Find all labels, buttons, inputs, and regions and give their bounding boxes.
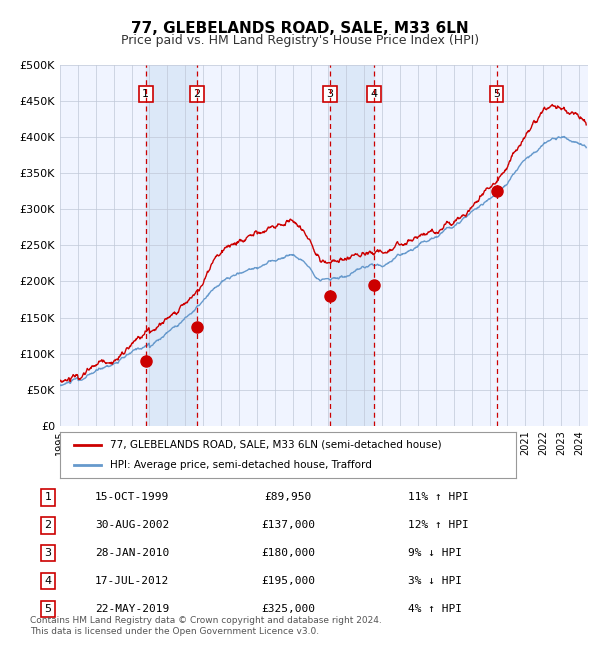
Bar — [330, 65, 374, 426]
Text: 2: 2 — [194, 89, 200, 99]
Text: 5: 5 — [44, 604, 52, 614]
Text: Contains HM Land Registry data © Crown copyright and database right 2024.
This d: Contains HM Land Registry data © Crown c… — [30, 616, 382, 636]
Text: 1: 1 — [142, 89, 149, 99]
Text: HPI: Average price, semi-detached house, Trafford: HPI: Average price, semi-detached house,… — [110, 460, 372, 470]
Text: 17-JUL-2012: 17-JUL-2012 — [95, 576, 169, 586]
Text: 4: 4 — [44, 576, 52, 586]
Text: £325,000: £325,000 — [261, 604, 315, 614]
Text: 5: 5 — [493, 89, 500, 99]
Text: 77, GLEBELANDS ROAD, SALE, M33 6LN (semi-detached house): 77, GLEBELANDS ROAD, SALE, M33 6LN (semi… — [110, 440, 442, 450]
Text: 12% ↑ HPI: 12% ↑ HPI — [408, 520, 469, 530]
Text: 3% ↓ HPI: 3% ↓ HPI — [408, 576, 462, 586]
Text: £137,000: £137,000 — [261, 520, 315, 530]
Text: 2: 2 — [44, 520, 52, 530]
Text: 3: 3 — [44, 548, 52, 558]
Text: 15-OCT-1999: 15-OCT-1999 — [95, 492, 169, 502]
Text: 11% ↑ HPI: 11% ↑ HPI — [408, 492, 469, 502]
Text: £195,000: £195,000 — [261, 576, 315, 586]
Text: 30-AUG-2002: 30-AUG-2002 — [95, 520, 169, 530]
Bar — [146, 65, 197, 426]
Text: 4% ↑ HPI: 4% ↑ HPI — [408, 604, 462, 614]
Text: £89,950: £89,950 — [265, 492, 311, 502]
Text: 9% ↓ HPI: 9% ↓ HPI — [408, 548, 462, 558]
Text: Price paid vs. HM Land Registry's House Price Index (HPI): Price paid vs. HM Land Registry's House … — [121, 34, 479, 47]
Text: 3: 3 — [326, 89, 334, 99]
Text: 22-MAY-2019: 22-MAY-2019 — [95, 604, 169, 614]
Text: £180,000: £180,000 — [261, 548, 315, 558]
Text: 1: 1 — [44, 492, 52, 502]
Text: 77, GLEBELANDS ROAD, SALE, M33 6LN: 77, GLEBELANDS ROAD, SALE, M33 6LN — [131, 21, 469, 36]
Text: 28-JAN-2010: 28-JAN-2010 — [95, 548, 169, 558]
Text: 4: 4 — [370, 89, 377, 99]
